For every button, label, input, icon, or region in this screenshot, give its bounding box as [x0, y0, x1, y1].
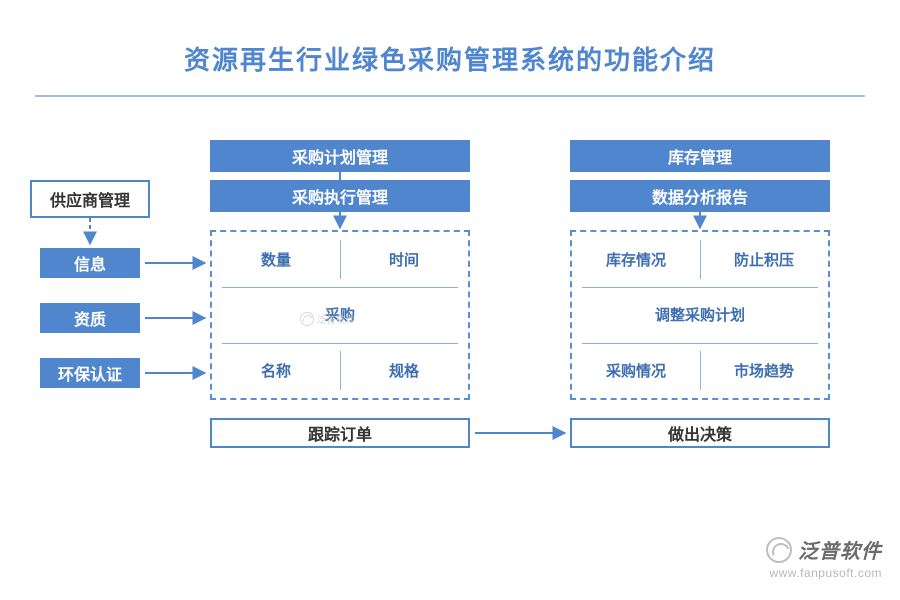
- right-grid: 库存情况 防止积压 调整采购计划 采购情况 市场趋势: [570, 230, 830, 400]
- center-grid: 数量 时间 采购 名称 规格 泛普软件: [210, 230, 470, 400]
- track-order: 跟踪订单: [210, 418, 470, 448]
- brand-footer: 泛普软件 www.fanpusoft.com: [766, 535, 882, 580]
- brand-logo-icon: [766, 537, 792, 563]
- brand-url: www.fanpusoft.com: [766, 566, 882, 580]
- brand-name: 泛普软件: [798, 535, 882, 564]
- cell-purchase-status: 采购情况: [572, 343, 700, 398]
- cell-stock-status: 库存情况: [572, 232, 700, 287]
- cell-time: 时间: [340, 232, 468, 287]
- inventory-mgmt: 库存管理: [570, 140, 830, 172]
- supplier-item-info: 信息: [40, 248, 140, 278]
- title-underline: [35, 95, 865, 97]
- supplier-mgmt-header: 供应商管理: [30, 180, 150, 218]
- make-decision: 做出决策: [570, 418, 830, 448]
- data-analysis-report: 数据分析报告: [570, 180, 830, 212]
- supplier-item-eco-cert: 环保认证: [40, 358, 140, 388]
- supplier-item-qualification: 资质: [40, 303, 140, 333]
- cell-name: 名称: [212, 343, 340, 398]
- cell-prevent-backlog: 防止积压: [700, 232, 828, 287]
- cell-spec: 规格: [340, 343, 468, 398]
- purchase-plan-mgmt: 采购计划管理: [210, 140, 470, 172]
- watermark: 泛普软件: [300, 312, 355, 326]
- purchase-exec-mgmt: 采购执行管理: [210, 180, 470, 212]
- cell-adjust-plan: 调整采购计划: [572, 287, 828, 342]
- cell-market-trend: 市场趋势: [700, 343, 828, 398]
- cell-quantity: 数量: [212, 232, 340, 287]
- page-title: 资源再生行业绿色采购管理系统的功能介绍: [0, 0, 900, 95]
